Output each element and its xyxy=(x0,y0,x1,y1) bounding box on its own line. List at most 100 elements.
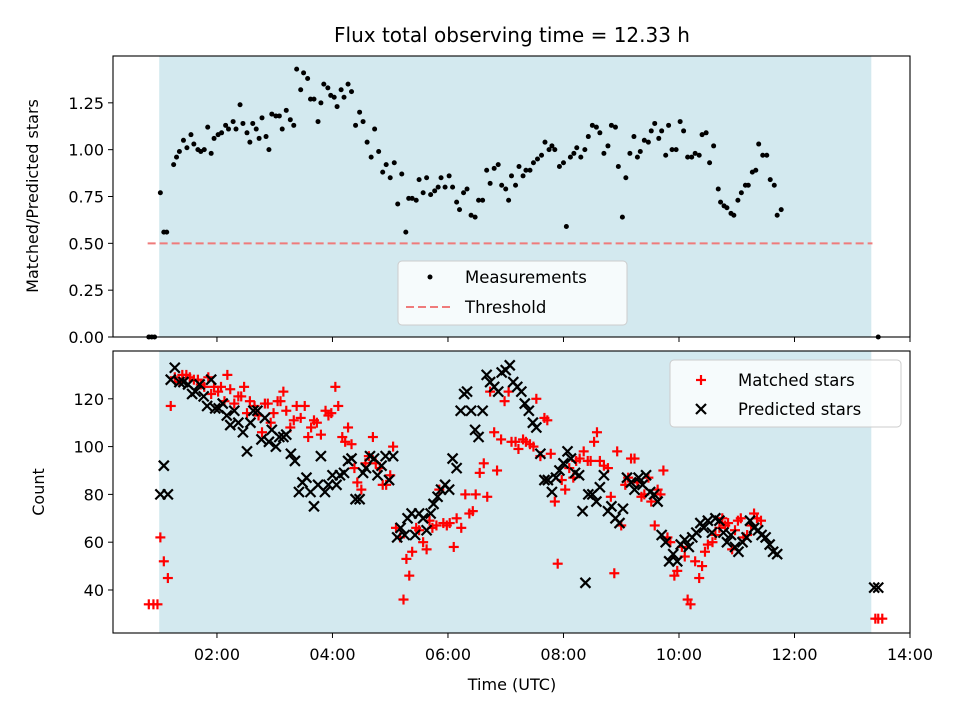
predicted-star-point xyxy=(690,526,703,539)
measurement-point xyxy=(574,145,580,151)
measurement-point xyxy=(259,115,265,121)
predicted-star-stroke-b xyxy=(169,361,181,374)
predicted-star-point xyxy=(598,469,610,482)
matched-star-point xyxy=(330,381,341,392)
predicted-star-point xyxy=(628,483,641,496)
matched-star-point xyxy=(418,537,429,548)
legend-matched-marker xyxy=(696,375,706,385)
measurement-point xyxy=(428,192,434,198)
predicted-star-point xyxy=(538,474,551,486)
measurement-point xyxy=(311,96,317,102)
measurement-point xyxy=(276,113,282,119)
measurement-point xyxy=(692,150,698,156)
predicted-star-point xyxy=(771,548,783,560)
matched-star-point xyxy=(225,384,236,395)
predicted-star-point xyxy=(300,471,313,484)
matched-star-point xyxy=(755,515,766,526)
predicted-star-point xyxy=(515,385,528,398)
measurement-point xyxy=(331,94,337,100)
predicted-star-stroke-b xyxy=(492,385,504,398)
legend-measurements-marker xyxy=(427,274,433,280)
measurement-point xyxy=(457,207,463,213)
predicted-star-stroke-b xyxy=(740,531,753,544)
predicted-star-point xyxy=(273,431,286,443)
measurement-point xyxy=(542,139,548,145)
predicted-star-stroke-b xyxy=(579,577,592,589)
matched-star-point xyxy=(528,441,539,452)
predicted-star-stroke-b xyxy=(177,376,190,388)
measurement-point xyxy=(188,132,194,138)
predicted-star-point xyxy=(472,431,485,443)
predicted-star-stroke-b xyxy=(648,488,660,501)
measurement-point xyxy=(641,137,647,143)
bottom-plot-frame xyxy=(112,350,911,634)
predicted-star-point xyxy=(285,447,297,460)
measurement-point xyxy=(230,119,236,125)
legend-measurements-label: Measurements xyxy=(465,268,587,287)
predicted-star-stroke-b xyxy=(241,445,253,458)
bottom-x-tick-label: 10:00 xyxy=(656,645,702,664)
predicted-star-point xyxy=(169,361,181,374)
measurement-point xyxy=(269,111,275,117)
measurement-point xyxy=(571,150,577,156)
measurement-point xyxy=(368,154,374,160)
measurement-point xyxy=(201,147,207,153)
matched-star-point xyxy=(552,558,563,569)
measurement-point xyxy=(656,135,662,141)
predicted-star-stroke-b xyxy=(713,514,726,527)
measurement-point xyxy=(513,182,519,188)
measurement-point xyxy=(208,150,214,156)
matched-star-point xyxy=(605,491,616,502)
predicted-star-stroke-b xyxy=(546,486,558,498)
predicted-star-point xyxy=(655,529,668,541)
measurement-point xyxy=(689,154,695,160)
predicted-star-point xyxy=(590,495,603,508)
predicted-star-point xyxy=(868,581,880,594)
predicted-star-stroke-b xyxy=(182,378,194,391)
predicted-star-stroke-b xyxy=(613,517,626,529)
predicted-star-stroke-b xyxy=(759,531,772,544)
bottom-x-tick-label: 12:00 xyxy=(771,645,817,664)
predicted-star-point xyxy=(443,483,455,496)
predicted-star-stroke-b xyxy=(312,479,324,491)
measurement-point xyxy=(435,184,441,190)
bottom-y-tick-label: 120 xyxy=(73,390,104,409)
measurement-point xyxy=(253,126,259,132)
measurement-point xyxy=(666,122,672,128)
predicted-star-stroke-b xyxy=(651,495,664,508)
predicted-star-stroke-b xyxy=(409,529,421,541)
measurement-point xyxy=(353,122,359,128)
measurement-point xyxy=(263,134,269,140)
matched-star-point xyxy=(549,496,560,507)
predicted-star-point xyxy=(360,462,372,474)
measurement-point xyxy=(334,104,340,110)
matched-star-point xyxy=(333,400,344,411)
matched-star-point xyxy=(152,599,163,610)
predicted-star-point xyxy=(740,531,753,544)
predicted-star-stroke-b xyxy=(628,483,641,496)
matched-star-point xyxy=(155,532,166,543)
predicted-star-stroke-b xyxy=(465,404,477,417)
predicted-star-stroke-b xyxy=(748,522,760,534)
measurement-point xyxy=(760,152,766,158)
bottom-y-axis-label: Count xyxy=(29,468,48,516)
measurement-point xyxy=(250,120,256,126)
measurement-point xyxy=(556,164,562,170)
predicted-star-stroke-b xyxy=(590,495,603,508)
predicted-star-point xyxy=(625,476,637,489)
matched-star-point xyxy=(877,613,888,624)
measurement-point xyxy=(416,177,422,183)
predicted-star-point xyxy=(216,397,229,410)
predicted-star-stroke-b xyxy=(538,474,551,486)
top-y-tick-label: 0.25 xyxy=(68,281,104,300)
bottom-x-tick-label: 06:00 xyxy=(425,645,471,664)
matched-star-point xyxy=(609,568,620,579)
measurement-point xyxy=(696,152,702,158)
measurement-point xyxy=(756,141,762,147)
matched-star-point xyxy=(444,518,455,529)
predicted-star-stroke-b xyxy=(721,536,733,548)
measurement-point xyxy=(738,190,744,196)
measurement-point xyxy=(315,119,321,125)
predicted-star-point xyxy=(197,390,210,403)
measurement-point xyxy=(516,164,522,170)
